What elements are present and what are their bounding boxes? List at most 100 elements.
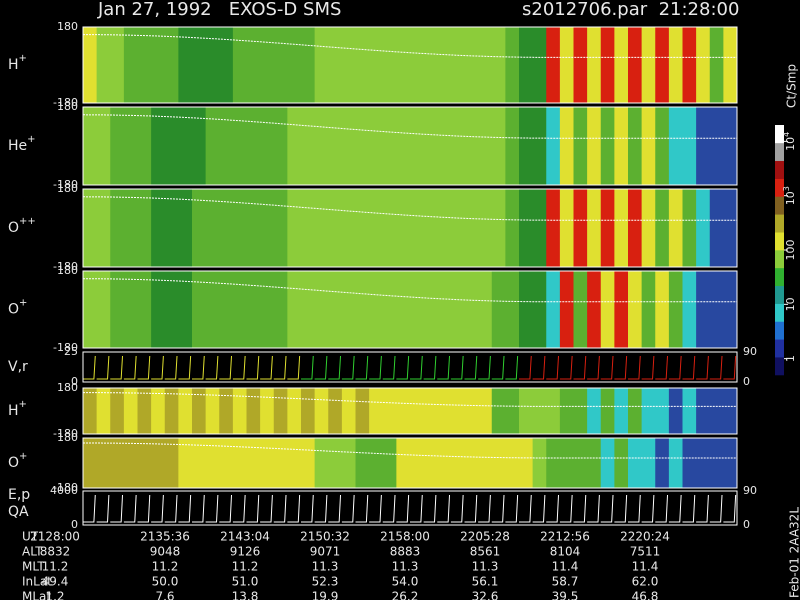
cell <box>559 388 574 434</box>
cell <box>600 189 615 267</box>
cell <box>123 189 138 267</box>
cell <box>192 438 207 488</box>
cell <box>382 388 397 434</box>
cell-value: 2135:36 <box>140 530 190 544</box>
sawtooth <box>260 494 273 523</box>
sawtooth <box>192 355 205 380</box>
sawtooth <box>314 494 328 523</box>
cell <box>219 388 234 434</box>
sawtooth <box>423 494 437 523</box>
cell <box>437 271 452 348</box>
colorbar-label: Ct/Smp <box>785 64 799 108</box>
sawtooth <box>355 355 369 380</box>
sawtooth <box>723 355 737 380</box>
colorbar-cell <box>775 196 784 215</box>
cell <box>410 107 425 185</box>
cell <box>723 27 738 103</box>
cell-value: 11.4 <box>552 560 579 574</box>
charge: + <box>19 298 27 309</box>
cell <box>83 107 98 185</box>
species: O <box>8 455 19 471</box>
cell <box>137 388 152 434</box>
cell <box>628 271 643 348</box>
cell <box>205 388 220 434</box>
sawtooth <box>232 494 246 523</box>
cell <box>587 388 602 434</box>
cell <box>546 271 561 348</box>
sawtooth <box>110 355 124 380</box>
sawtooth <box>83 355 96 380</box>
panel-sublabel: QA <box>8 504 29 520</box>
cell <box>491 438 506 488</box>
cell <box>219 189 234 267</box>
tick-base: 10 <box>784 137 797 151</box>
cell-value: 2128:00 <box>30 530 80 544</box>
cell <box>341 107 356 185</box>
cell <box>450 271 465 348</box>
sawtooth <box>178 355 192 380</box>
charge: ++ <box>19 216 36 227</box>
cell-value: 11.3 <box>472 560 499 574</box>
cell <box>287 438 302 488</box>
sawtooth <box>137 355 151 380</box>
species: V,r <box>8 359 28 375</box>
cell-value: 26.2 <box>392 590 419 600</box>
sawtooth <box>423 355 437 380</box>
cell <box>641 271 656 348</box>
cell <box>151 388 166 434</box>
cell <box>355 189 370 267</box>
sawtooth <box>205 494 219 523</box>
cell-value: 2150:32 <box>300 530 350 544</box>
cell <box>164 388 179 434</box>
y-tick-label: 180 <box>57 381 78 394</box>
cell <box>382 107 397 185</box>
colorbar-cell <box>775 125 784 144</box>
tick-exponent: 3 <box>782 186 791 191</box>
sawtooth <box>219 494 233 523</box>
sawtooth <box>709 355 723 380</box>
cell <box>260 189 275 267</box>
cell <box>437 388 452 434</box>
sawtooth <box>546 494 560 523</box>
cell <box>696 189 711 267</box>
cell <box>641 107 656 185</box>
cell <box>532 189 547 267</box>
cell-value: 2143:04 <box>220 530 270 544</box>
cell-value: 56.1 <box>472 575 499 589</box>
cell <box>137 107 152 185</box>
sawtooth <box>464 494 478 523</box>
sawtooth <box>696 355 709 380</box>
sawtooth <box>232 355 246 380</box>
cell <box>137 271 152 348</box>
cell <box>709 107 724 185</box>
cell <box>423 189 438 267</box>
sawtooth <box>410 355 423 380</box>
cell <box>423 438 438 488</box>
cell <box>478 107 493 185</box>
colorbar-cell <box>775 178 784 197</box>
cell <box>369 107 384 185</box>
cell <box>192 189 207 267</box>
sawtooth <box>96 355 110 380</box>
guide-curve <box>82 114 737 139</box>
cell <box>205 271 220 348</box>
cell <box>505 271 520 348</box>
cell <box>587 271 602 348</box>
cell <box>232 388 247 434</box>
panel-frame <box>82 437 738 489</box>
sawtooth <box>587 355 600 380</box>
panel-label: H+ <box>8 53 27 73</box>
cell <box>573 27 588 103</box>
cell <box>546 27 561 103</box>
cell <box>559 107 574 185</box>
sawtooth <box>137 494 151 523</box>
cell-value: 11.3 <box>392 560 419 574</box>
y-tick-label: -180 <box>53 481 78 494</box>
cell <box>559 438 574 488</box>
sawtooth <box>723 494 737 523</box>
colorbar-cell <box>775 339 784 358</box>
cell <box>110 438 125 488</box>
cell <box>423 388 438 434</box>
cell <box>519 107 534 185</box>
colorbar-cell <box>775 250 784 269</box>
